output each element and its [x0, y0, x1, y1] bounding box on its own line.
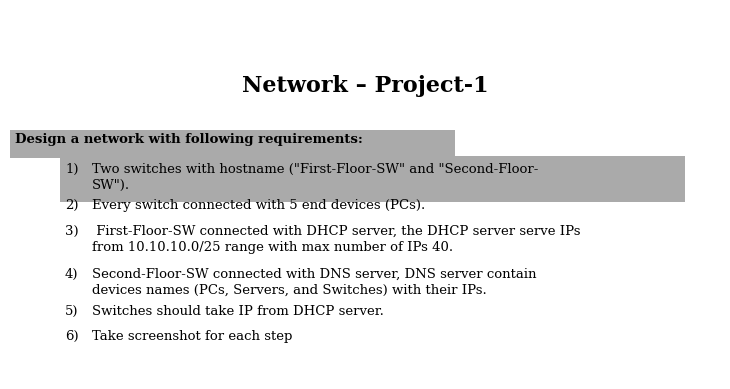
Text: 1): 1): [65, 163, 79, 176]
FancyBboxPatch shape: [10, 130, 455, 158]
Text: 2): 2): [65, 199, 79, 212]
Text: 4): 4): [65, 268, 79, 281]
Text: Every switch connected with 5 end devices (PCs).: Every switch connected with 5 end device…: [92, 199, 426, 212]
Text: Two switches with hostname ("First-Floor-SW" and "Second-Floor-
SW").: Two switches with hostname ("First-Floor…: [92, 163, 539, 192]
Text: Second-Floor-SW connected with DNS server, DNS server contain
devices names (PCs: Second-Floor-SW connected with DNS serve…: [92, 268, 537, 297]
Text: Take screenshot for each step: Take screenshot for each step: [92, 330, 293, 343]
Text: 6): 6): [65, 330, 79, 343]
Text: Design a network with following requirements:: Design a network with following requirem…: [15, 133, 363, 147]
FancyBboxPatch shape: [60, 156, 685, 202]
Text: 3): 3): [65, 225, 79, 238]
Text: First-Floor-SW connected with DHCP server, the DHCP server serve IPs
from 10.10.: First-Floor-SW connected with DHCP serve…: [92, 225, 580, 254]
Text: Network – Project-1: Network – Project-1: [242, 75, 488, 97]
Text: 5): 5): [65, 305, 79, 318]
Text: Switches should take IP from DHCP server.: Switches should take IP from DHCP server…: [92, 305, 384, 318]
